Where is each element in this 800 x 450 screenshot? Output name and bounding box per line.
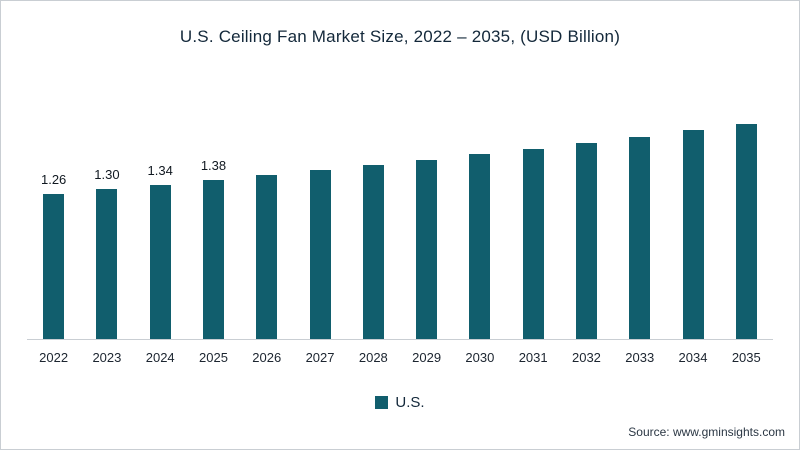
bar bbox=[43, 194, 65, 339]
bar bbox=[256, 175, 278, 339]
bar-group bbox=[453, 132, 506, 339]
x-tick-label: 2028 bbox=[358, 350, 388, 365]
bar-value-label: 1.26 bbox=[40, 172, 67, 187]
bar-group: 1.34 bbox=[134, 163, 187, 339]
bar-group bbox=[400, 138, 453, 339]
x-tick-label: 2035 bbox=[731, 350, 761, 365]
bar-group: 1.38 bbox=[187, 158, 240, 339]
bar-group: 1.30 bbox=[80, 167, 133, 339]
x-tick-label: 2026 bbox=[252, 350, 282, 365]
legend-swatch-icon bbox=[375, 396, 389, 409]
x-tick-label: 2030 bbox=[465, 350, 495, 365]
bar bbox=[575, 143, 597, 339]
bar-group bbox=[507, 127, 560, 339]
bar-group bbox=[347, 143, 400, 339]
x-tick-label: 2031 bbox=[518, 350, 548, 365]
bar bbox=[682, 130, 704, 339]
bar-value-label: 1.34 bbox=[147, 163, 173, 178]
bars-row: 1.26 1.30 1.34 1.38 bbox=[27, 87, 773, 340]
bar bbox=[522, 149, 544, 339]
bar bbox=[202, 180, 224, 339]
x-tick-label: 2025 bbox=[199, 350, 228, 365]
source-note: Source: www.gminsights.com bbox=[628, 425, 785, 439]
x-tick-label: 2029 bbox=[412, 350, 442, 365]
legend: U.S. bbox=[1, 394, 799, 411]
x-tick-label: 2024 bbox=[145, 350, 175, 365]
bar-group bbox=[666, 108, 719, 339]
x-tick-label: 2032 bbox=[571, 350, 601, 365]
bar-group bbox=[720, 102, 773, 339]
x-tick-label: 2027 bbox=[305, 350, 335, 365]
bar bbox=[735, 124, 757, 339]
x-tick-label: 2034 bbox=[678, 350, 708, 365]
bar-group bbox=[560, 121, 613, 339]
x-axis-labels: 2022 2023 2024 2025 2026 2027 2028 2029 2030 2031… bbox=[27, 350, 773, 365]
x-tick-label: 2023 bbox=[92, 350, 122, 365]
bar-group bbox=[240, 153, 293, 339]
legend-label: U.S. bbox=[395, 394, 425, 411]
bar-group: 1.26 bbox=[27, 172, 80, 339]
bar bbox=[309, 170, 331, 339]
bar-value-label: 1.30 bbox=[94, 167, 120, 182]
bar bbox=[469, 154, 491, 339]
bar-group bbox=[293, 148, 346, 339]
bar-value-label: 1.38 bbox=[200, 158, 227, 173]
x-tick-label: 2033 bbox=[625, 350, 655, 365]
bar bbox=[149, 185, 171, 339]
plot-area: 1.26 1.30 1.34 1.38 bbox=[27, 87, 773, 340]
bar bbox=[362, 165, 384, 339]
bar-group bbox=[613, 115, 666, 339]
bar bbox=[629, 137, 651, 339]
bar bbox=[96, 189, 118, 339]
chart-title: U.S. Ceiling Fan Market Size, 2022 – 203… bbox=[179, 27, 621, 46]
bar bbox=[416, 160, 438, 339]
x-tick-label: 2022 bbox=[39, 350, 69, 365]
